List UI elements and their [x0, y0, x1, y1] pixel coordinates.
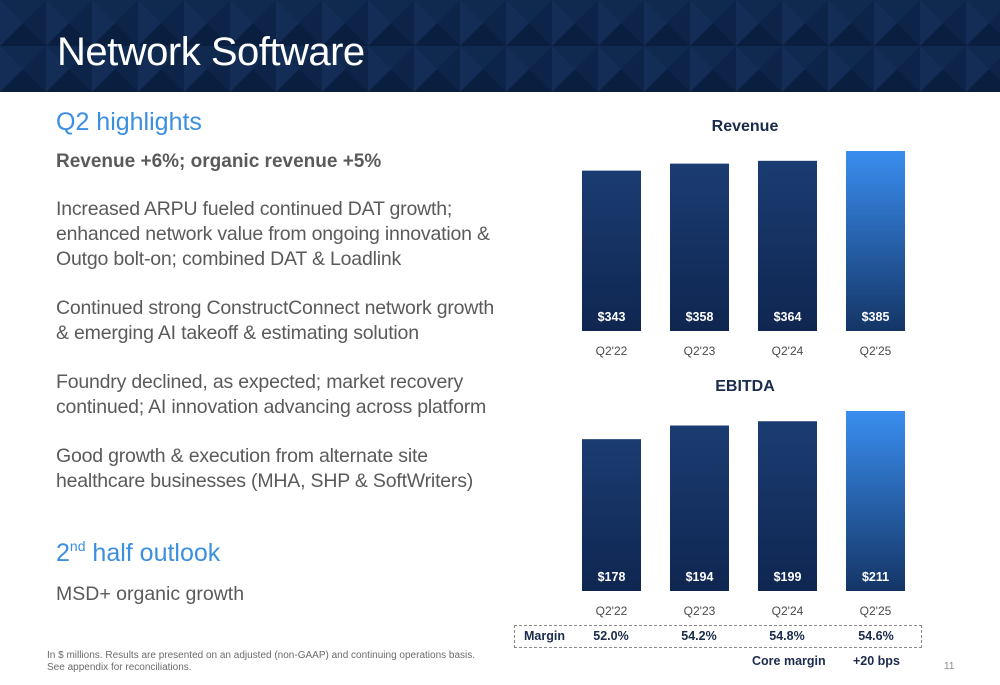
ebitda-chart: EBITDA $178 Q2'22 $194 Q2'23 $199 Q2'24 $211 Q2… [560, 375, 930, 625]
highlights-heading: Q2 highlights [56, 108, 202, 136]
outlook-heading-sup: nd [69, 538, 86, 554]
ebitda-bar [846, 411, 905, 591]
margin-value: 52.0% [593, 629, 629, 643]
revenue-chart-title: Revenue [711, 118, 779, 135]
ebitda-chart-svg: $178 Q2'22 $194 Q2'23 $199 Q2'24 $211 Q2'25 [582, 411, 905, 618]
ebitda-x-tick-label: Q2'22 [596, 604, 628, 618]
revenue-x-tick-label: Q2'25 [860, 344, 892, 358]
highlights-section: Q2 highlights Revenue +6%; organic reven… [56, 108, 506, 494]
revenue-bar [758, 160, 817, 331]
revenue-data-label: $385 [862, 310, 890, 324]
revenue-data-label: $364 [774, 310, 802, 324]
margin-box [514, 625, 922, 648]
highlight-item: Continued strong ConstructConnect networ… [56, 297, 495, 344]
ebitda-x-tick-label: Q2'25 [860, 604, 892, 618]
revenue-data-label: $343 [598, 310, 626, 324]
margin-value: 54.6% [858, 629, 894, 643]
margin-value: 54.8% [769, 629, 805, 643]
outlook-heading-num: 2 [56, 539, 70, 567]
ebitda-x-tick-label: Q2'24 [772, 604, 804, 618]
page-number: 11 [944, 661, 955, 672]
header-banner: Network Software [0, 0, 1000, 92]
revenue-chart: Revenue $343 Q2'22 $358 Q2'23 $364 Q2'24 $385 Q… [560, 115, 930, 365]
core-margin-value: +20 bps [853, 654, 900, 668]
ebitda-bar [670, 425, 729, 591]
ebitda-data-label: $199 [774, 570, 802, 584]
revenue-data-label: $358 [686, 310, 714, 324]
margin-label: Margin [524, 629, 565, 643]
ebitda-data-label: $178 [598, 570, 626, 584]
ebitda-data-label: $211 [862, 570, 889, 584]
footnote-line: In $ millions. Results are presented on … [47, 650, 476, 661]
page-title: Network Software [57, 30, 365, 74]
revenue-x-tick-label: Q2'23 [684, 344, 716, 358]
revenue-bar [846, 151, 905, 331]
highlight-item: Foundry declined, as expected; market re… [56, 371, 487, 418]
footnote: In $ millions. Results are presented on … [47, 650, 475, 674]
core-margin-label: Core margin [752, 654, 826, 668]
banner-pattern [0, 0, 1000, 92]
revenue-bar [582, 170, 641, 331]
ebitda-bar [582, 439, 641, 591]
ebitda-data-label: $194 [686, 570, 714, 584]
outlook-text: MSD+ organic growth [56, 583, 245, 605]
outlook-heading: 2nd half outlook [56, 538, 220, 568]
outlook-heading-rest: half outlook [85, 539, 221, 567]
ebitda-bar [758, 421, 817, 591]
footnote-line: See appendix for reconciliations. [47, 662, 192, 673]
revenue-headline: Revenue +6%; organic revenue +5% [56, 151, 382, 172]
margin-value: 54.2% [681, 629, 717, 643]
highlight-item: Good growth & execution from alternate s… [56, 445, 474, 492]
revenue-chart-svg: $343 Q2'22 $358 Q2'23 $364 Q2'24 $385 Q2'25 [582, 151, 905, 358]
revenue-x-tick-label: Q2'22 [596, 344, 628, 358]
ebitda-x-tick-label: Q2'23 [684, 604, 716, 618]
revenue-bar [670, 163, 729, 331]
ebitda-chart-title: EBITDA [715, 378, 775, 395]
highlight-item: Increased ARPU fueled continued DAT grow… [56, 198, 490, 270]
revenue-x-tick-label: Q2'24 [772, 344, 804, 358]
